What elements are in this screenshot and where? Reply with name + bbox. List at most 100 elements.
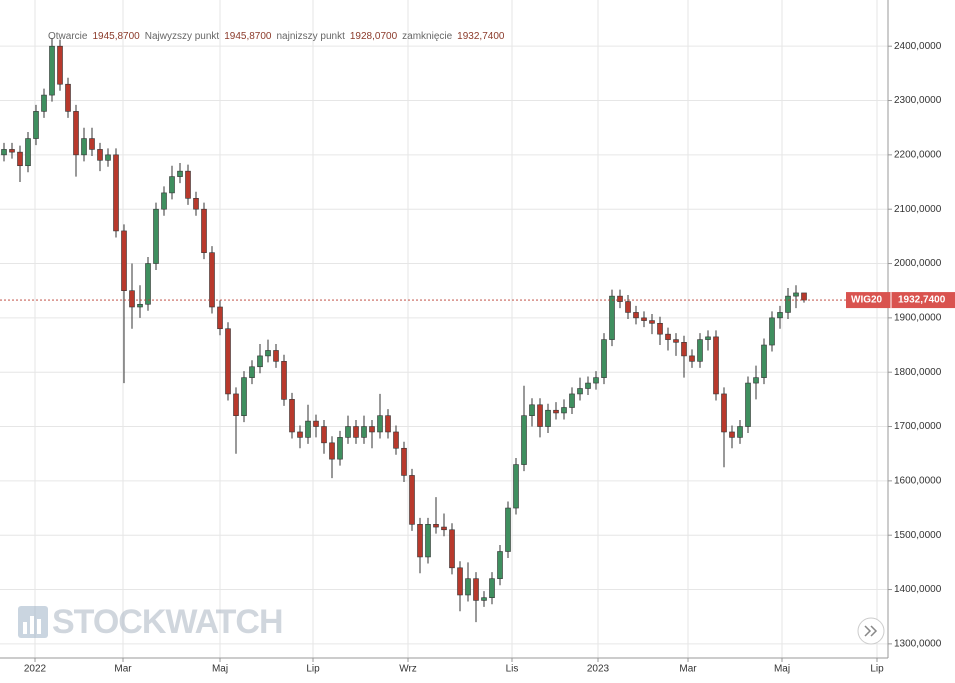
candle-body [729,431,735,438]
candle-body [281,361,287,400]
candle-body [233,393,239,416]
candle-body [209,252,215,308]
candle-body [25,138,31,167]
candle-body [177,170,183,177]
series-name: WIG20 [851,295,883,306]
candle-body [241,377,247,416]
candle-body [577,388,583,395]
candle-body [505,507,511,552]
candle-body [89,138,95,150]
y-tick-label: 2300,0000 [894,95,942,106]
candle-body [657,322,663,335]
candle-body [153,208,159,264]
y-tick-label: 1800,0000 [894,367,942,378]
y-tick-label: 1500,0000 [894,530,942,541]
candle-body [33,111,39,139]
candle-body [433,524,439,528]
candle-body [601,339,607,378]
candle-body [537,404,543,427]
x-tick-label: Wrz [399,664,417,675]
candle-body [745,382,751,427]
candle-body [569,393,575,408]
candle-body [481,597,487,601]
candle-body [521,415,527,465]
candle-body [593,377,599,384]
candle-body [449,529,455,569]
candle-body [513,464,519,509]
x-tick-label: Mar [679,664,697,675]
candle-body [673,339,679,343]
watermark-icon-bar [30,616,34,634]
candle-body [609,295,615,340]
candle-body [425,524,431,558]
candle-body [529,404,535,416]
candle-body [713,336,719,395]
candle-body [1,149,7,156]
candle-body [257,355,263,368]
candle-body [81,138,87,156]
info-line: Otwarcie 1945,8700 Najwyzszy punkt 1945,870… [48,31,505,42]
candle-body [617,295,623,302]
candle-body [369,426,375,433]
candle-body [161,192,167,210]
candle-body [137,303,143,308]
candle-body [169,176,175,194]
candle-body [249,366,255,378]
candle-body [345,426,351,438]
candle-body [97,149,103,161]
candle-body [377,415,383,433]
y-tick-label: 1900,0000 [894,313,942,324]
candles [0,38,888,623]
watermark-text: STOCKWATCH [52,603,283,641]
candle-body [185,170,191,199]
candle-body [665,333,671,340]
candle-body [73,111,79,156]
candle-body [193,198,199,210]
candle-body [417,524,423,558]
y-tick-label: 2200,0000 [894,149,942,160]
info-label: zamknięcie [402,31,452,42]
x-tick-label: 2022 [24,664,47,675]
candle-body [225,328,231,395]
info-value: 1945,8700 [224,31,272,42]
last-price-label: 1932,7400 [898,295,946,306]
candle-body [793,292,799,297]
info-label: Otwarcie [48,31,88,42]
y-tick-label: 2000,0000 [894,258,942,269]
candle-body [769,317,775,346]
watermark: STOCKWATCH [18,603,284,641]
y-tick-label: 2100,0000 [894,204,942,215]
candle-body [297,431,303,438]
info-value: 1945,8700 [92,31,140,42]
scroll-button-icon[interactable] [864,625,878,637]
candle-body [761,344,767,378]
candle-body [785,295,791,313]
candle-body [145,263,151,305]
axes: 1300,0000 1400,0000 1500,0000 1600,0000 1700… [24,41,955,675]
scroll-button[interactable] [857,617,885,645]
candle-body [681,342,687,357]
candle-body [401,447,407,476]
candle-body [697,339,703,362]
candle-body [9,149,15,153]
y-tick-label: 1300,0000 [894,639,942,650]
y-tick-label: 1400,0000 [894,584,942,595]
candle-body [737,426,743,438]
candle-body [553,409,559,414]
candle-body [201,208,207,253]
candle-body [545,409,551,427]
candle-body [313,420,319,427]
candle-body [337,437,343,460]
candle-body [473,578,479,601]
candle-body [321,426,327,444]
info-label: Najwyzszy punkt [145,31,220,42]
candle-body [265,350,271,357]
candle-body [649,320,655,324]
info-value: 1932,7400 [457,31,505,42]
candle-body [65,83,71,112]
candle-body [625,301,631,313]
x-tick-label: 2023 [587,664,610,675]
watermark-icon-bar [23,622,27,634]
candle-body [409,475,415,525]
